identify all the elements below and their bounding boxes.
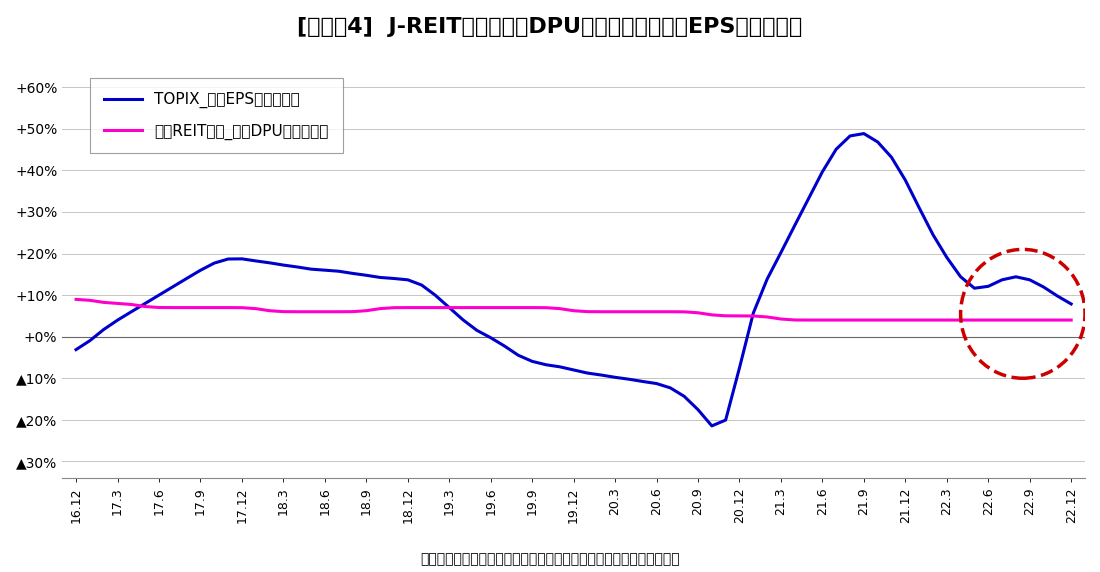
Text: [図表－4]  J-REIT市場の予想DPUと株式市場の予想EPS（前年比）: [図表－4] J-REIT市場の予想DPUと株式市場の予想EPS（前年比）	[297, 17, 803, 37]
Text: （出所）開示資料、データストリームよりニッセイ基礎研究所が作成: （出所）開示資料、データストリームよりニッセイ基礎研究所が作成	[420, 553, 680, 566]
Legend: TOPIX_予想EPS（前年比）, 東証REIT指数_予想DPU（前年比）: TOPIX_予想EPS（前年比）, 東証REIT指数_予想DPU（前年比）	[90, 78, 342, 153]
